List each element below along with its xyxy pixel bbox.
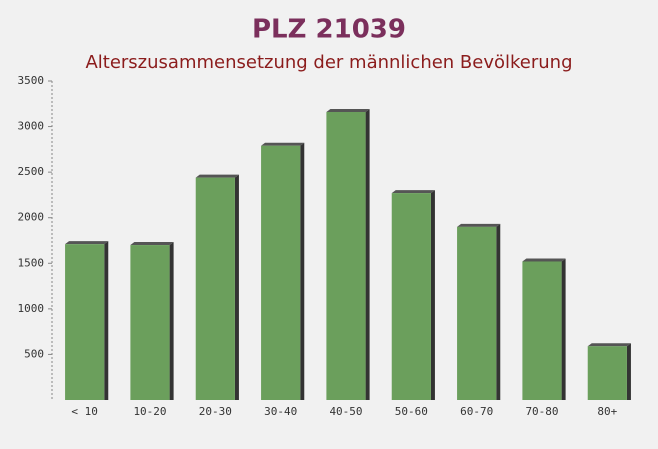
y-tick-label: 1000	[18, 302, 45, 315]
bar-shadow	[130, 242, 174, 246]
bar-shadow	[104, 241, 109, 400]
x-tick-label: 20-30	[199, 405, 232, 418]
bar-shadow	[391, 190, 435, 194]
bar	[195, 177, 235, 400]
bar-shadow	[300, 142, 305, 400]
bar	[457, 226, 497, 400]
bar	[261, 145, 301, 400]
bar	[326, 111, 366, 400]
bar-shadow	[326, 108, 370, 112]
x-tick-label: 70-80	[525, 405, 558, 418]
y-tick-label: 3000	[18, 120, 45, 133]
bar-shadow	[169, 242, 174, 400]
bar	[65, 244, 105, 400]
y-tick-label: 500	[24, 347, 44, 360]
bar-shadow	[457, 223, 501, 227]
bar-shadow	[561, 258, 566, 400]
bar	[391, 193, 431, 400]
bar-shadow	[65, 241, 109, 245]
y-tick-label: 2000	[18, 211, 45, 224]
bar-shadow	[587, 343, 631, 347]
x-tick-label: < 10	[71, 405, 98, 418]
chart-subtitle: Alterszusammensetzung der männlichen Bev…	[85, 52, 572, 73]
bar	[587, 346, 627, 400]
y-tick-label: 3500	[18, 74, 45, 87]
bar-shadow	[522, 258, 566, 262]
x-tick-label: 80+	[597, 405, 617, 418]
x-tick-label: 60-70	[460, 405, 493, 418]
bar-shadow	[626, 343, 631, 400]
chart-title: PLZ 21039	[252, 15, 406, 45]
x-tick-label: 40-50	[329, 405, 362, 418]
y-tick-label: 1500	[18, 256, 45, 269]
y-tick-label: 2500	[18, 165, 45, 178]
bar-shadow	[261, 142, 305, 146]
bar	[522, 261, 562, 400]
x-tick-label: 50-60	[395, 405, 428, 418]
bar-shadow	[496, 223, 501, 400]
bar	[130, 245, 170, 400]
x-tick-label: 30-40	[264, 405, 297, 418]
bar-shadow	[234, 174, 239, 400]
x-tick-label: 10-20	[133, 405, 166, 418]
bar-shadow	[195, 174, 239, 178]
bar-shadow	[430, 190, 435, 400]
bar-shadow	[365, 108, 370, 400]
